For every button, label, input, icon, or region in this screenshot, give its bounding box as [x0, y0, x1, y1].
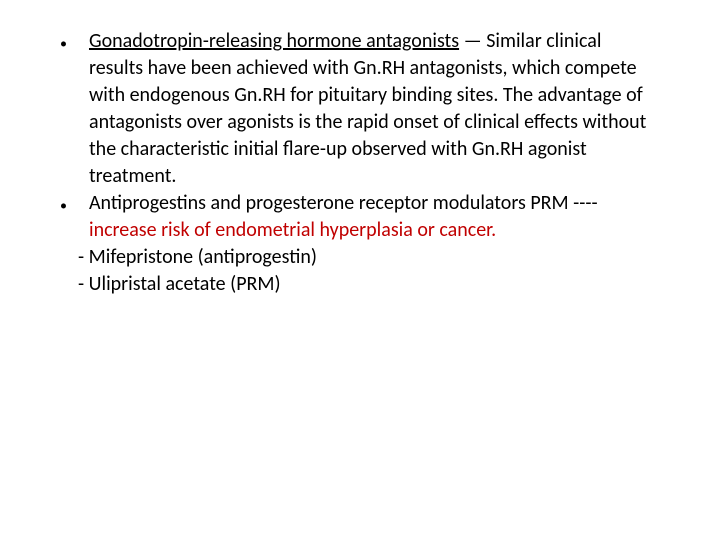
bullet-content-1: Gonadotropin-releasing hormone antagonis…: [89, 28, 660, 190]
bullet-item-1: • Gonadotropin-releasing hormone antagon…: [60, 28, 660, 190]
bullet-item-2: • Antiprogestins and progesterone recept…: [60, 190, 660, 244]
bullet-dot: •: [60, 192, 67, 244]
bullet-1-heading: Gonadotropin-releasing hormone antagonis…: [89, 29, 459, 53]
bullet-content-2: Antiprogestins and progesterone receptor…: [89, 190, 660, 244]
sub-item-2: - Ulipristal acetate (PRM): [78, 271, 660, 298]
sub-item-1: - Mifepristone (antiprogestin): [78, 244, 660, 271]
bullet-2-red: increase risk of endometrial hyperplasia…: [89, 218, 496, 242]
bullet-dot: •: [60, 30, 67, 190]
bullet-2-prefix: Antiprogestins and progesterone receptor…: [89, 191, 598, 215]
